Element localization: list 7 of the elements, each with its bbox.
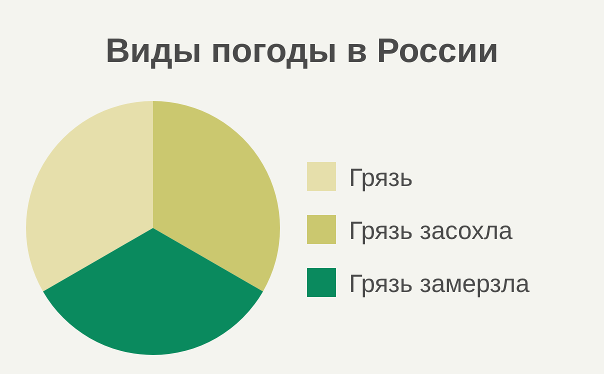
pie-slice [26, 101, 153, 292]
pie-slice [152, 101, 280, 292]
chart-title: Виды погоды в России [105, 32, 499, 70]
legend-label: Грязь [349, 164, 413, 192]
pie-slice [43, 228, 264, 355]
legend-label: Грязь засохла [349, 217, 513, 245]
legend-label: Грязь замерзла [349, 270, 530, 298]
